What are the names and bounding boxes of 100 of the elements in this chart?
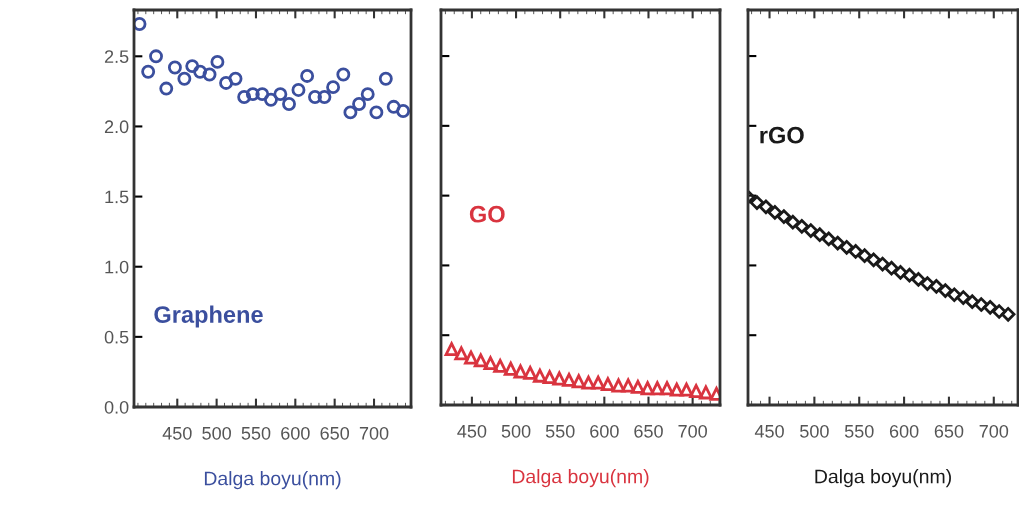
point (149, 49, 163, 64)
x-tick-label: 600 (281, 426, 310, 440)
point (600, 377, 615, 392)
point (177, 71, 192, 86)
point (300, 68, 315, 83)
point (669, 382, 684, 397)
x-tick-label: 450 (754, 424, 784, 438)
point (689, 384, 704, 398)
x-axis-title: Dalga boyu(nm) (815, 469, 951, 488)
point (591, 375, 606, 390)
point (902, 267, 917, 283)
point (185, 59, 200, 74)
point (620, 376, 636, 393)
x-tick-label: 700 (678, 424, 707, 438)
point (263, 92, 278, 107)
point (282, 97, 296, 111)
x-tick-label: 550 (241, 426, 271, 440)
x-axis-title: Dalga boyu(nm) (512, 469, 649, 488)
text: rGO (760, 126, 804, 144)
point (581, 375, 596, 390)
point (551, 369, 567, 386)
x-tick-label: 500 (501, 424, 531, 438)
point (1000, 306, 1016, 322)
point (386, 99, 401, 114)
point (542, 370, 557, 385)
point (848, 244, 863, 259)
point (396, 104, 411, 118)
point (493, 358, 508, 373)
point (483, 356, 498, 371)
point (812, 227, 828, 242)
point (326, 80, 341, 95)
point (893, 265, 908, 280)
x-tick-label: 450 (457, 424, 487, 438)
point (884, 260, 899, 276)
point (640, 381, 655, 396)
point (679, 382, 694, 397)
point (660, 381, 674, 396)
point (210, 54, 225, 69)
point (630, 379, 645, 394)
point (938, 283, 953, 298)
y-tick-label: 1.0 (105, 260, 129, 274)
point (167, 60, 182, 75)
text: GO (469, 205, 505, 223)
x-tick-label: 700 (979, 424, 1009, 438)
point (830, 235, 845, 251)
point (228, 71, 243, 86)
point (803, 223, 819, 238)
point (767, 205, 783, 220)
point (749, 195, 765, 210)
point (698, 385, 713, 400)
point (308, 90, 322, 104)
point (776, 209, 792, 224)
point (503, 361, 518, 376)
point (920, 276, 935, 291)
point (273, 87, 288, 102)
point (911, 272, 926, 287)
point (857, 248, 872, 263)
point (650, 381, 665, 396)
x-axis-title: Dalga boyu(nm) (204, 471, 341, 490)
point (532, 368, 547, 383)
point (973, 297, 989, 312)
point (929, 279, 944, 294)
point (464, 350, 478, 365)
point (866, 252, 881, 268)
x-tick-label: 600 (590, 424, 619, 438)
point (159, 81, 174, 96)
y-tick-label: 2.0 (104, 120, 129, 134)
point (317, 90, 332, 104)
point (991, 304, 1007, 319)
point (956, 290, 971, 305)
point (947, 287, 962, 303)
point (821, 231, 837, 247)
point (237, 90, 252, 104)
point (571, 374, 586, 389)
text: Graphene (154, 305, 263, 328)
point (454, 346, 469, 361)
y-tick-label: 2.5 (104, 50, 129, 64)
point (523, 365, 538, 380)
point (444, 342, 459, 357)
point (378, 71, 393, 86)
x-tick-label: 650 (320, 426, 350, 440)
point (255, 87, 270, 102)
point (336, 67, 351, 82)
x-tick-label: 650 (934, 424, 964, 438)
point (291, 83, 306, 97)
point (141, 64, 156, 79)
point (964, 294, 980, 309)
point (352, 97, 367, 111)
point (134, 17, 147, 31)
point (202, 67, 217, 82)
point (343, 105, 358, 120)
point (758, 199, 774, 215)
point (245, 87, 260, 102)
point (360, 87, 375, 102)
y-tick-label: 1.5 (105, 190, 129, 204)
point (512, 362, 528, 379)
point (369, 105, 384, 120)
x-tick-label: 700 (359, 426, 389, 440)
point (473, 353, 488, 368)
x-tick-label: 650 (634, 424, 663, 438)
